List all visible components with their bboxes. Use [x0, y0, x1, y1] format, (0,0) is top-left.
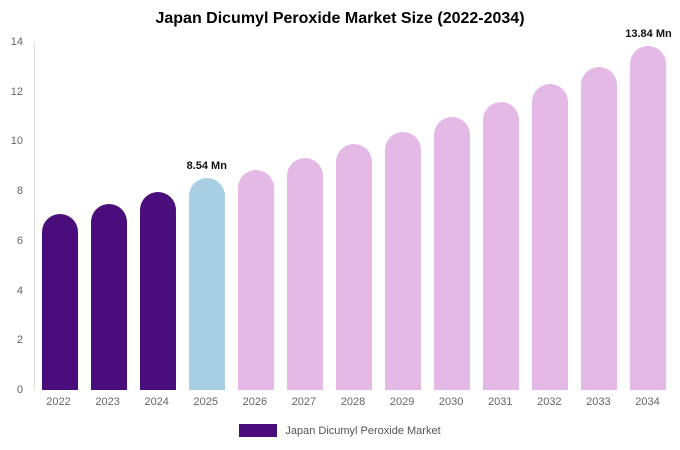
chart-title: Japan Dicumyl Peroxide Market Size (2022… — [155, 10, 525, 27]
bar-2022 — [41, 213, 78, 390]
bar-slot — [133, 42, 182, 390]
x-tick-label: 2033 — [586, 396, 611, 408]
x-tick-label: 2023 — [95, 396, 120, 408]
x-tick-label: 2022 — [46, 396, 71, 408]
y-tick-label: 2 — [16, 334, 23, 347]
bar-2034 — [630, 45, 667, 390]
x-tick-label: 2030 — [438, 396, 464, 408]
bar-slot — [35, 42, 84, 390]
legend-swatch — [239, 424, 278, 437]
bar-slot — [84, 42, 133, 390]
y-tick-label: 0 — [16, 384, 23, 396]
bar-slot — [477, 42, 526, 390]
legend: Japan Dicumyl Peroxide Market — [0, 424, 680, 437]
x-tick-label: 2034 — [635, 396, 660, 408]
bar-2025 — [188, 177, 225, 390]
x-tick-label: 2029 — [389, 396, 415, 408]
bar-2023 — [90, 203, 127, 390]
y-tick-label: 8 — [16, 185, 23, 198]
legend-label: Japan Dicumyl Peroxide Market — [285, 424, 441, 437]
y-tick-label: 14 — [10, 36, 23, 48]
bar-2028 — [336, 143, 372, 390]
y-tick-label: 12 — [10, 85, 23, 98]
x-tick-label: 2031 — [488, 396, 513, 408]
bar-2033 — [581, 66, 618, 390]
x-tick-label: 2024 — [144, 396, 169, 408]
plot-area: 8.54 Mn 13.84 Mn — [34, 28, 673, 390]
bar-slot — [379, 42, 428, 390]
bar-2027 — [286, 157, 323, 390]
x-tick-label: 2025 — [193, 396, 219, 408]
x-axis: 2022 2023 2024 2025 2026 2027 2028 2029 2030 2031… — [34, 396, 672, 408]
data-label: 8.54 Mn — [186, 159, 227, 172]
x-tick-label: 2032 — [537, 396, 562, 408]
y-tick-label: 10 — [10, 135, 23, 148]
y-axis: 0 2 4 6 8 10 12 14 — [0, 36, 28, 396]
bar-2024 — [139, 192, 176, 390]
bar-slot — [329, 42, 378, 390]
bar-slot — [231, 42, 280, 390]
bar-slot: 13.84 Mn — [624, 28, 673, 390]
x-tick-label: 2028 — [340, 396, 366, 408]
bar-2026 — [237, 170, 274, 390]
bar-2031 — [483, 101, 520, 390]
y-tick-label: 6 — [16, 234, 23, 247]
bar-2030 — [434, 116, 471, 390]
bar-slot: 8.54 Mn — [182, 42, 231, 390]
x-tick-label: 2027 — [291, 396, 317, 408]
data-label: 13.84 Mn — [625, 27, 672, 40]
bar-2032 — [532, 84, 569, 390]
bar-slot — [575, 42, 624, 390]
bar-slot — [526, 42, 575, 390]
bar-slot — [280, 42, 329, 390]
bar-slot — [428, 42, 477, 390]
bar-2029 — [385, 131, 422, 390]
y-tick-label: 4 — [16, 284, 23, 297]
x-tick-label: 2026 — [242, 396, 268, 408]
